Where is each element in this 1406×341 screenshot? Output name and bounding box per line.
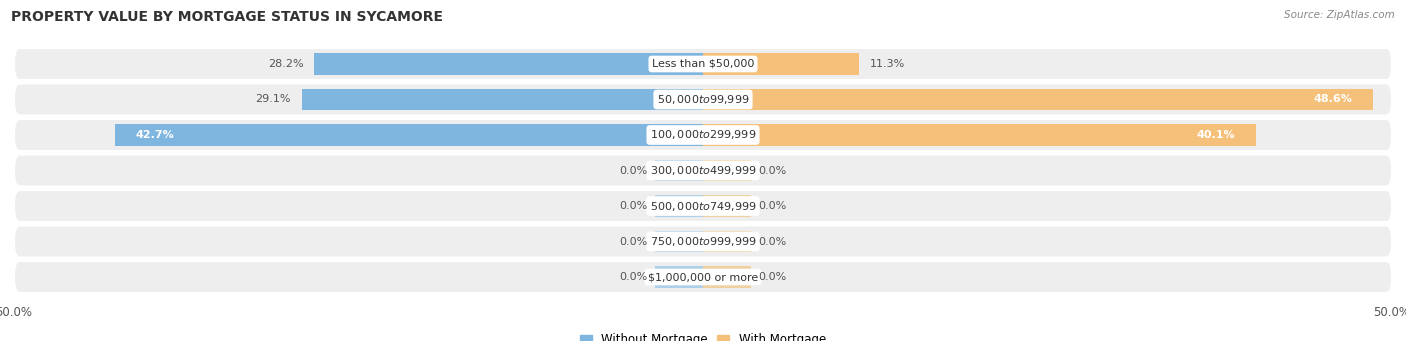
- Text: PROPERTY VALUE BY MORTGAGE STATUS IN SYCAMORE: PROPERTY VALUE BY MORTGAGE STATUS IN SYC…: [11, 10, 443, 24]
- FancyBboxPatch shape: [14, 48, 1392, 80]
- Bar: [703, 53, 859, 75]
- Bar: [302, 89, 703, 110]
- FancyBboxPatch shape: [14, 225, 1392, 257]
- Text: 29.1%: 29.1%: [256, 94, 291, 104]
- Text: 0.0%: 0.0%: [620, 272, 648, 282]
- Bar: [703, 160, 751, 181]
- Bar: [655, 195, 703, 217]
- Bar: [703, 195, 751, 217]
- Bar: [703, 89, 1372, 110]
- Text: $300,000 to $499,999: $300,000 to $499,999: [650, 164, 756, 177]
- FancyBboxPatch shape: [14, 119, 1392, 151]
- Text: Less than $50,000: Less than $50,000: [652, 59, 754, 69]
- Text: 40.1%: 40.1%: [1197, 130, 1234, 140]
- FancyBboxPatch shape: [14, 84, 1392, 116]
- Bar: [703, 231, 751, 252]
- Bar: [115, 124, 703, 146]
- Text: 0.0%: 0.0%: [758, 165, 786, 176]
- Text: 48.6%: 48.6%: [1313, 94, 1353, 104]
- Text: 0.0%: 0.0%: [758, 201, 786, 211]
- Text: $50,000 to $99,999: $50,000 to $99,999: [657, 93, 749, 106]
- Text: 0.0%: 0.0%: [620, 165, 648, 176]
- FancyBboxPatch shape: [14, 190, 1392, 222]
- Text: 0.0%: 0.0%: [758, 237, 786, 247]
- Text: 28.2%: 28.2%: [267, 59, 304, 69]
- Text: Source: ZipAtlas.com: Source: ZipAtlas.com: [1284, 10, 1395, 20]
- Text: 42.7%: 42.7%: [135, 130, 174, 140]
- Text: 0.0%: 0.0%: [758, 272, 786, 282]
- Bar: [655, 266, 703, 288]
- Bar: [655, 160, 703, 181]
- FancyBboxPatch shape: [14, 261, 1392, 293]
- Text: 0.0%: 0.0%: [620, 201, 648, 211]
- Bar: [315, 53, 703, 75]
- Bar: [655, 231, 703, 252]
- Text: $500,000 to $749,999: $500,000 to $749,999: [650, 199, 756, 212]
- Legend: Without Mortgage, With Mortgage: Without Mortgage, With Mortgage: [575, 329, 831, 341]
- Text: 0.0%: 0.0%: [620, 237, 648, 247]
- Text: 11.3%: 11.3%: [870, 59, 905, 69]
- Text: $750,000 to $999,999: $750,000 to $999,999: [650, 235, 756, 248]
- Bar: [703, 266, 751, 288]
- Bar: [703, 124, 1256, 146]
- FancyBboxPatch shape: [14, 154, 1392, 187]
- Text: $100,000 to $299,999: $100,000 to $299,999: [650, 129, 756, 142]
- Text: $1,000,000 or more: $1,000,000 or more: [648, 272, 758, 282]
